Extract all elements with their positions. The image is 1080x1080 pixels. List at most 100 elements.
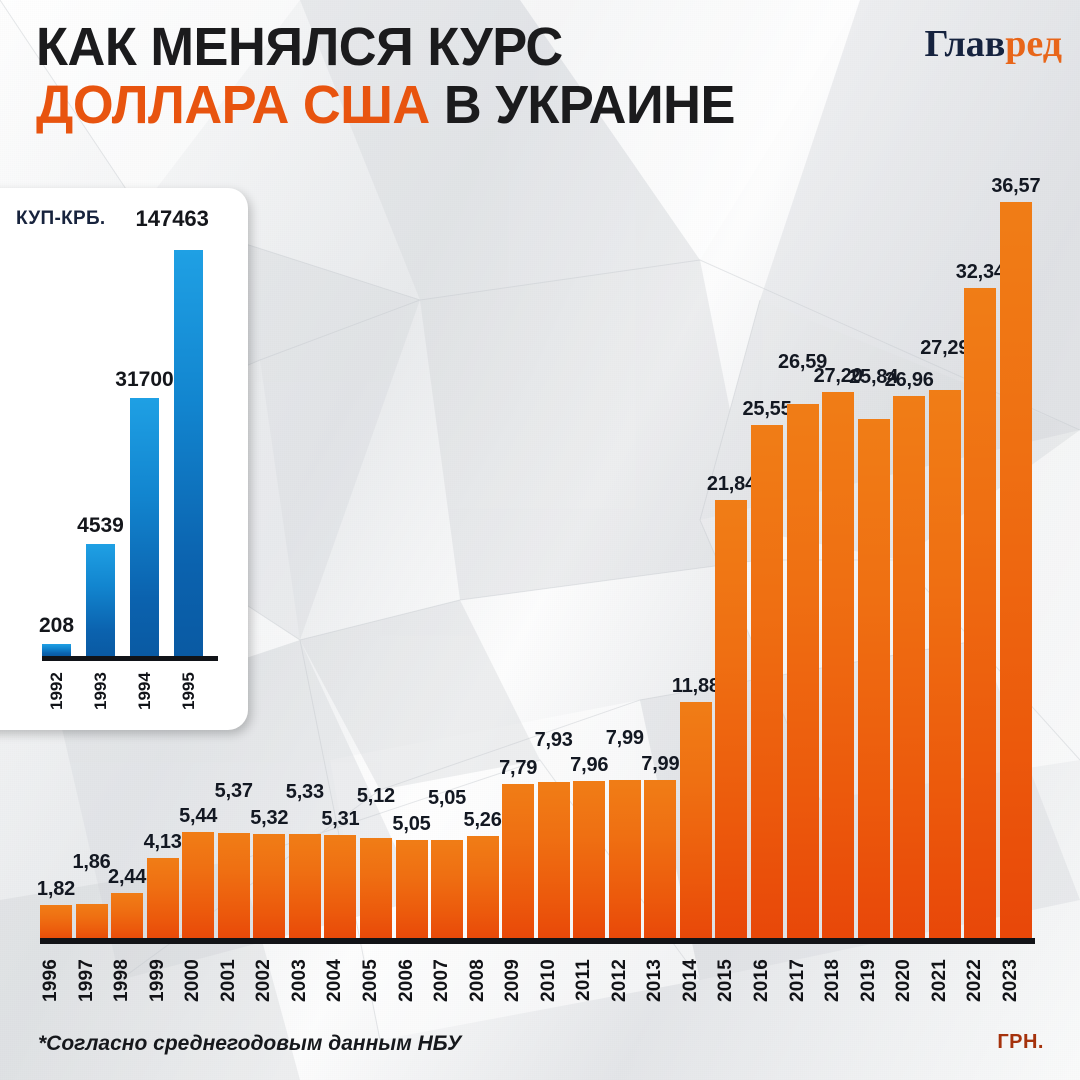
x-label-2005: 2005 (359, 958, 381, 1002)
page-title: КАК МЕНЯЛСЯ КУРС ДОЛЛАРА США В УКРАИНЕ (36, 18, 866, 134)
inset-x-axis-labels: 1992 1993 1994 1995 (42, 664, 224, 720)
bar-1999 (146, 858, 179, 942)
bar-2014 (679, 701, 712, 942)
x-label-2021: 2021 (928, 958, 950, 1002)
bar-2023 (999, 202, 1032, 942)
bar-2013 (644, 780, 677, 942)
bar-2005 (359, 838, 392, 942)
x-label-2014: 2014 (679, 958, 701, 1002)
bar-value-2009: 7,79 (499, 757, 538, 780)
inset-title: КУП-КРБ. (16, 208, 106, 229)
inset-header: КУП-КРБ. 147463 (16, 206, 234, 232)
inset-x-label-1995: 1995 (178, 672, 198, 710)
bar-value-2007: 5,05 (427, 786, 467, 809)
x-label-2012: 2012 (608, 958, 630, 1002)
inset-bar-1994 (130, 398, 159, 656)
bar-value-2018: 27,20 (813, 364, 863, 387)
bar-2016 (751, 425, 783, 942)
chart-baseline-axis (40, 938, 1035, 944)
inset-x-label-1992: 1992 (46, 672, 66, 710)
bar-2007 (431, 839, 464, 942)
logo-part-red: ред (1005, 23, 1062, 65)
bar-value-2002: 5,32 (250, 807, 289, 830)
x-label-2003: 2003 (288, 958, 310, 1002)
bar-value-2011: 7,96 (570, 753, 609, 776)
bar-2015 (715, 500, 748, 942)
x-label-2000: 2000 (182, 958, 204, 1002)
bar-2010 (537, 781, 570, 942)
bar-2020 (893, 396, 926, 942)
bar-2019 (857, 419, 890, 942)
bar-value-2006: 5,05 (392, 812, 431, 835)
x-label-2015: 2015 (715, 958, 737, 1002)
bar-2017 (786, 403, 819, 942)
bar-2003 (288, 834, 321, 942)
x-label-2019: 2019 (857, 958, 879, 1002)
bar-value-2005: 5,12 (356, 785, 395, 808)
bar-value-1998: 2,44 (108, 865, 147, 888)
bar-2008 (466, 835, 499, 942)
bar-2002 (253, 834, 286, 942)
title-text-part2: В УКРАИНЕ (429, 75, 736, 135)
bar-value-2000: 5,44 (179, 804, 218, 827)
x-label-2018: 2018 (822, 958, 844, 1002)
bar-1997 (75, 904, 108, 942)
bar-2000 (182, 831, 215, 942)
x-label-1998: 1998 (111, 958, 133, 1002)
title-line-1: КАК МЕНЯЛСЯ КУРС (36, 18, 841, 76)
x-label-2004: 2004 (324, 958, 346, 1002)
inset-bar-1992 (42, 644, 71, 656)
inset-panel-kupon-karbovanets: КУП-КРБ. 147463 208 4539 31700 1992 1993 199… (0, 188, 248, 730)
bar-value-2020: 26,96 (884, 369, 934, 392)
bar-2021 (928, 389, 961, 942)
bar-2011 (573, 780, 606, 942)
x-label-1999: 1999 (146, 958, 168, 1002)
bar-value-2022: 32,34 (955, 260, 1005, 283)
x-label-2016: 2016 (751, 958, 772, 1002)
x-label-2013: 2013 (644, 958, 666, 1002)
inset-bar-1993 (86, 544, 115, 656)
bar-value-2016: 25,55 (742, 398, 792, 420)
logo-part-glav: Глав (924, 23, 1006, 65)
x-label-2011: 2011 (573, 958, 595, 1002)
x-label-2020: 2020 (893, 958, 915, 1002)
bar-2012 (608, 780, 641, 942)
inset-x-label-1994: 1994 (134, 672, 154, 710)
inset-plot-area: 208 4539 31700 (39, 232, 224, 656)
bar-value-2010: 7,93 (534, 728, 573, 751)
brand-logo[interactable]: Главред (925, 24, 1062, 64)
x-label-2017: 2017 (786, 958, 808, 1002)
bar-value-1996: 1,82 (36, 878, 76, 901)
inset-bar-1995 (174, 250, 203, 656)
bar-value-2004: 5,31 (321, 807, 360, 830)
title-line-2: ДОЛЛАРА США В УКРАИНЕ (36, 76, 841, 134)
x-label-2006: 2006 (395, 958, 417, 1002)
inset-x-label-1993: 1993 (90, 672, 110, 710)
inset-axis-line (42, 656, 218, 661)
bar-value-2003: 5,33 (285, 781, 324, 804)
x-label-2002: 2002 (253, 958, 275, 1002)
footnote: *Согласно среднегодовым данным НБУ (38, 1032, 462, 1055)
x-label-2010: 2010 (537, 958, 559, 1002)
bar-value-2021: 27,29 (920, 336, 970, 359)
chart-x-axis-labels: 1996 1997 1998 1999 2000 2001 2002 2003 2004 2005… (40, 948, 1040, 1014)
title-text-part1: КАК МЕНЯЛСЯ КУРС (36, 17, 563, 77)
bar-2009 (502, 784, 535, 942)
x-label-2008: 2008 (466, 958, 488, 1002)
bar-value-2019: 25,84 (849, 366, 899, 389)
bar-2004 (324, 834, 357, 942)
bar-2006 (395, 839, 428, 942)
bar-1998 (111, 892, 144, 942)
inset-top-value: 147463 (135, 206, 209, 231)
unit-label-hryvnia: ГРН. (997, 1031, 1044, 1053)
bar-value-2001: 5,37 (214, 780, 253, 803)
bar-value-1999: 4,13 (143, 831, 182, 854)
x-label-2022: 2022 (964, 958, 986, 1002)
bar-value-2023: 36,57 (991, 175, 1041, 197)
bar-2018 (822, 391, 855, 942)
x-label-1996: 1996 (40, 958, 61, 1002)
bar-2001 (217, 833, 250, 942)
x-label-2001: 2001 (217, 958, 239, 1002)
x-label-2009: 2009 (502, 958, 524, 1002)
